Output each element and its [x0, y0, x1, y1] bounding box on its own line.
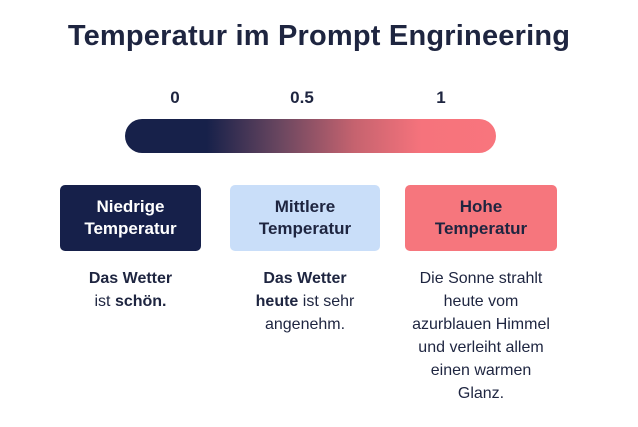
medium-temperature-example: Das Wetter heute ist sehr angenehm.	[230, 267, 380, 336]
high-temperature-box: Hohe Temperatur	[405, 185, 557, 251]
high-temperature-label-line1: Hohe	[459, 197, 503, 216]
diagram-title: Temperatur im Prompt Engrineering	[67, 20, 571, 52]
low-example-line2: ist schön.	[94, 293, 167, 310]
high-example-line3: azurblauen Himmel	[412, 316, 550, 333]
high-example-line1: Die Sonne strahlt	[419, 270, 543, 287]
medium-temperature-label-line2: Temperatur	[258, 219, 352, 238]
temperature-gradient-bar	[125, 119, 496, 153]
scale-tick-0-5: 0.5	[290, 88, 314, 107]
high-example-line5: einen warmen	[430, 362, 532, 379]
high-example-line6: Glanz.	[457, 385, 505, 402]
high-example-line2: heute vom	[443, 293, 519, 310]
low-example-line1: Das Wetter	[88, 270, 173, 287]
medium-example-line1: Das Wetter	[263, 270, 347, 287]
high-temperature-example: Die Sonne strahlt heute vom azurblauen H…	[398, 267, 564, 405]
high-example-line4: und verleiht allem	[418, 339, 544, 356]
high-temperature-label-line2: Temperatur	[434, 219, 528, 238]
low-temperature-label-line1: Niedrige	[96, 197, 165, 216]
scale-tick-1: 1	[436, 88, 446, 107]
medium-example-line3: angenehm.	[264, 316, 346, 333]
low-temperature-label-line2: Temperatur	[84, 219, 177, 238]
medium-temperature-box: Mittlere Temperatur	[230, 185, 380, 251]
medium-example-line2: heute ist sehr	[255, 293, 355, 310]
scale-tick-0: 0	[170, 88, 180, 107]
low-temperature-box: Niedrige Temperatur	[60, 185, 201, 251]
low-temperature-example: Das Wetter ist schön.	[60, 267, 201, 313]
medium-temperature-label-line1: Mittlere	[274, 197, 336, 216]
